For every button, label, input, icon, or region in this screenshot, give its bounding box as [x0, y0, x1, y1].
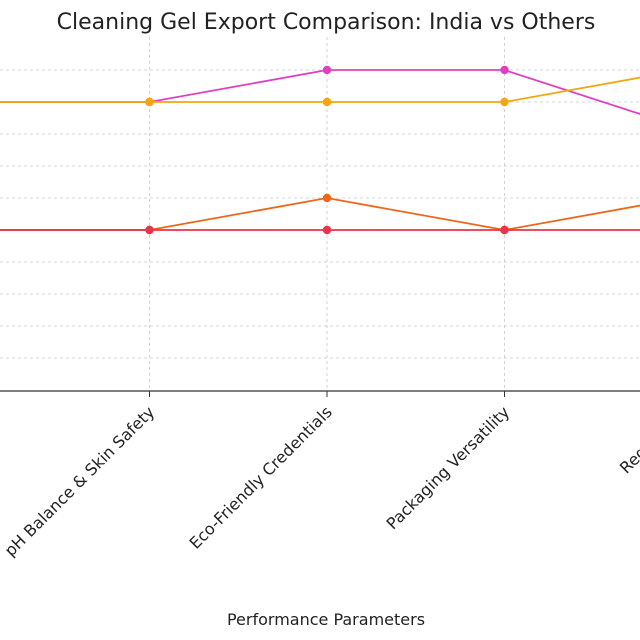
data-point: [322, 193, 332, 203]
x-tick-label: Regulatory: [616, 402, 640, 477]
data-point: [322, 225, 332, 235]
data-point: [500, 65, 509, 75]
x-axis-label: Performance Parameters: [227, 610, 425, 629]
x-tick-label: Packaging Versatility: [383, 402, 514, 533]
series-group: [0, 65, 640, 235]
data-point: [500, 225, 509, 235]
x-ticks: [149, 391, 505, 397]
data-point: [145, 97, 154, 107]
data-point: [322, 65, 332, 75]
series-line-3: [0, 197, 640, 231]
data-point: [322, 97, 332, 107]
chart-title: Cleaning Gel Export Comparison: India vs…: [57, 10, 596, 35]
data-point: [145, 225, 154, 235]
x-tick-labels: TexturepH Balance & Skin SafetyEco-Frien…: [1, 402, 640, 560]
x-tick-label: Eco-Friendly Credentials: [185, 402, 335, 552]
grid: [0, 37, 640, 391]
series-line-2: [0, 76, 640, 103]
data-point: [500, 97, 509, 107]
series-line-1: [0, 69, 640, 115]
x-tick-label: pH Balance & Skin Safety: [1, 402, 159, 560]
